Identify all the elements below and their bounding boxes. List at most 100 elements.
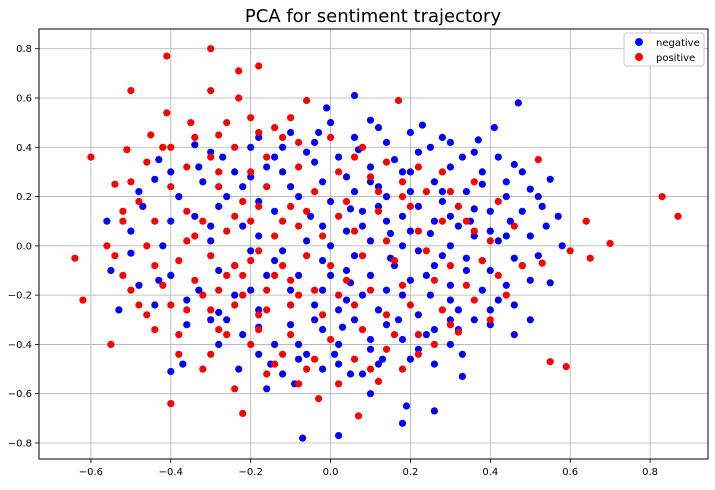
y-tick-label: 0.8 (16, 44, 32, 55)
positive-point (223, 227, 231, 235)
negative-point (418, 121, 426, 129)
negative-point (191, 212, 199, 220)
negative-point (167, 367, 175, 376)
positive-point (167, 183, 175, 191)
positive-point (478, 257, 486, 265)
negative-point (183, 321, 191, 329)
negative-point (319, 257, 327, 265)
legend-marker-negative (635, 38, 643, 46)
positive-point (374, 207, 383, 215)
positive-point (167, 143, 175, 151)
negative-point (446, 296, 454, 304)
positive-point (143, 158, 151, 166)
negative-point (526, 316, 534, 324)
negative-point (350, 188, 359, 196)
positive-point (135, 197, 143, 206)
positive-point (151, 262, 159, 270)
negative-point (478, 286, 486, 294)
negative-point (191, 141, 199, 149)
negative-point (366, 163, 375, 171)
negative-point (358, 370, 367, 378)
positive-point (303, 252, 311, 260)
axes-frame (38, 28, 709, 460)
y-tick-label: −0.6 (8, 389, 32, 400)
positive-point (199, 291, 207, 299)
negative-point (135, 188, 143, 196)
negative-point (303, 148, 311, 156)
negative-point (231, 291, 239, 299)
negative-point (494, 237, 502, 245)
negative-point (247, 173, 255, 181)
negative-point (502, 193, 510, 201)
negative-point (426, 229, 434, 238)
negative-point (199, 178, 207, 186)
negative-point (287, 321, 295, 329)
positive-point (151, 326, 159, 334)
positive-point (159, 281, 167, 289)
positive-point (335, 212, 343, 220)
positive-point (143, 242, 151, 250)
negative-point (446, 281, 454, 289)
negative-point (374, 306, 383, 314)
negative-point (462, 266, 470, 275)
negative-point (510, 254, 518, 262)
positive-point (335, 380, 343, 388)
positive-point (422, 247, 430, 255)
negative-point (307, 212, 315, 220)
negative-point (167, 168, 175, 176)
negative-point (406, 227, 414, 235)
positive-point (255, 247, 263, 255)
positive-point (566, 247, 574, 255)
negative-point (287, 183, 295, 191)
negative-point (287, 128, 295, 137)
positive-point (319, 232, 327, 240)
legend-box (623, 32, 705, 67)
negative-point (215, 266, 223, 275)
negative-point (526, 185, 534, 193)
negative-point (207, 222, 215, 230)
positive-point (295, 222, 303, 230)
y-tick-label: 0.4 (16, 143, 32, 154)
positive-point (311, 286, 319, 294)
positive-point (438, 168, 446, 176)
positive-point (342, 276, 351, 284)
positive-point (79, 296, 87, 304)
positive-point (430, 276, 438, 284)
positive-point (430, 340, 438, 348)
positive-point (606, 239, 614, 247)
negative-point (366, 271, 375, 279)
positive-point (255, 62, 263, 70)
y-tick-label: −0.2 (8, 291, 32, 302)
negative-point (247, 247, 255, 255)
positive-point (414, 163, 422, 171)
negative-point (342, 227, 351, 235)
positive-point (470, 296, 478, 304)
positive-point (231, 262, 239, 270)
positive-point (287, 202, 295, 210)
negative-point (546, 279, 554, 287)
negative-point (414, 345, 422, 353)
negative-point (299, 434, 307, 442)
negative-point (247, 143, 255, 151)
positive-point (486, 237, 494, 245)
negative-point (215, 308, 223, 316)
negative-point (406, 188, 414, 196)
x-tick-label: 0.0 (323, 467, 339, 478)
positive-point (199, 365, 207, 373)
negative-point (446, 242, 454, 250)
negative-point (255, 232, 263, 240)
positive-point (494, 197, 502, 206)
negative-point (195, 163, 203, 171)
positive-point (215, 183, 223, 191)
negative-point (327, 242, 335, 250)
negative-point (219, 153, 227, 161)
negative-point (514, 99, 522, 107)
negative-point (390, 262, 399, 270)
y-tick-label: 0.0 (16, 241, 32, 252)
positive-point (123, 146, 131, 154)
negative-point (151, 175, 159, 183)
positive-point (223, 271, 231, 279)
negative-point (271, 340, 279, 348)
positive-point (183, 163, 191, 171)
negative-point (458, 372, 466, 380)
